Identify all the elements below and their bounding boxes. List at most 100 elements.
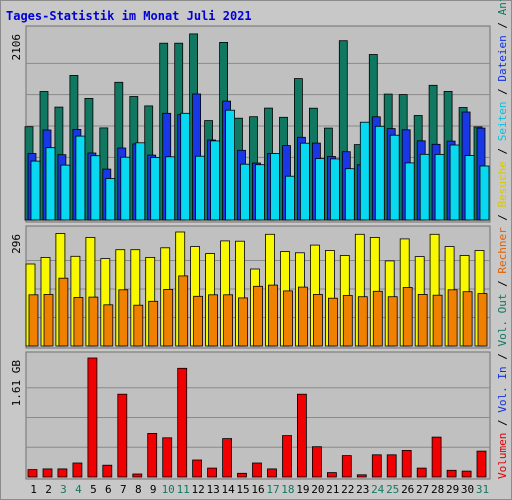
bar-rechner-day-30 (462, 291, 473, 347)
bar-volumen-day-4 (72, 462, 83, 478)
bar-volumen-day-27 (416, 467, 427, 478)
day-label-5: 5 (90, 483, 97, 496)
bar-volumen-day-9 (147, 432, 158, 478)
bar-rechner-day-14 (223, 294, 234, 347)
day-label-7: 7 (120, 483, 127, 496)
bar-rechner-day-10 (163, 288, 174, 347)
bar-volumen-day-22 (341, 455, 352, 478)
bar-seiten-day-6 (105, 178, 116, 221)
legend-separator: / (496, 347, 509, 367)
bar-rechner-day-23 (357, 296, 368, 347)
bar-seiten-day-17 (270, 153, 280, 221)
bar-volumen-day-26 (401, 449, 412, 478)
panel-background-bot (25, 351, 491, 480)
bar-volumen-day-14 (222, 438, 233, 478)
day-label-27: 27 (416, 483, 429, 496)
bar-seiten-day-16 (255, 164, 265, 221)
day-label-31: 31 (476, 483, 489, 496)
day-label-9: 9 (150, 483, 157, 496)
bar-seiten-day-5 (90, 155, 101, 221)
bar-rechner-day-9 (148, 300, 159, 347)
bar-seiten-day-8 (135, 142, 146, 221)
bar-seiten-day-26 (404, 162, 415, 221)
bar-volumen-day-8 (132, 473, 143, 478)
bar-rechner-day-2 (43, 293, 54, 347)
legend-item-anfragen: Anfragen (496, 0, 509, 15)
bar-volumen-day-1 (27, 469, 38, 478)
bar-volumen-day-21 (326, 472, 337, 478)
day-label-30: 30 (461, 483, 474, 496)
bar-rechner-day-15 (238, 297, 248, 347)
bar-volumen-day-13 (207, 467, 218, 478)
day-label-6: 6 (105, 483, 112, 496)
bar-rechner-day-16 (253, 285, 263, 347)
bar-seiten-day-23 (359, 121, 370, 221)
bar-rechner-day-29 (447, 289, 458, 347)
bar-volumen-day-23 (356, 474, 367, 478)
bar-seiten-day-10 (165, 156, 176, 221)
bar-rechner-day-11 (178, 275, 189, 347)
day-label-20: 20 (311, 483, 324, 496)
legend-separator: / (496, 274, 509, 294)
bar-seiten-day-12 (195, 155, 206, 221)
day-label-11: 11 (177, 483, 190, 496)
chart-panels: 2106 296 1.61 GB (10, 25, 491, 480)
legend-item-vol-in: Vol. In (496, 366, 509, 412)
bar-seiten-day-11 (180, 112, 191, 221)
bar-seiten-day-21 (329, 158, 340, 221)
legend-separator: / (496, 141, 509, 161)
day-label-1: 1 (30, 483, 37, 496)
bar-rechner-day-19 (297, 286, 308, 347)
day-label-26: 26 (401, 483, 414, 496)
bar-volumen-day-30 (461, 470, 472, 478)
bar-volumen-day-15 (237, 472, 247, 478)
day-label-22: 22 (341, 483, 354, 496)
legend-item-besuche: Besuche (496, 161, 509, 207)
legend-item-rechner: Rechner (496, 227, 509, 274)
right-legend: Volumen / Vol. In / Vol. Out / Rechner /… (496, 0, 509, 479)
day-label-18: 18 (281, 483, 294, 496)
bar-seiten-day-31 (479, 165, 490, 221)
bar-volumen-day-7 (117, 393, 128, 478)
day-label-29: 29 (446, 483, 459, 496)
day-label-8: 8 (135, 483, 142, 496)
chart-title: Tages-Statistik im Monat Juli 2021 (6, 9, 252, 23)
bar-rechner-day-17 (268, 284, 278, 347)
legend-item-seiten: Seiten (496, 101, 509, 141)
day-label-24: 24 (371, 483, 385, 496)
bar-volumen-day-29 (446, 469, 457, 478)
bar-volumen-day-31 (476, 450, 487, 478)
bar-seiten-day-19 (299, 142, 310, 221)
bar-rechner-day-27 (417, 293, 428, 347)
bar-seiten-day-3 (60, 164, 71, 221)
bar-volumen-day-12 (192, 459, 203, 478)
y-max-label-top: 2106 (10, 34, 23, 61)
day-label-4: 4 (75, 483, 82, 496)
day-label-14: 14 (221, 483, 235, 496)
bar-seiten-day-4 (75, 135, 86, 221)
bar-rechner-day-18 (283, 290, 293, 347)
bar-seiten-day-9 (150, 157, 161, 221)
bar-volumen-day-24 (371, 454, 382, 478)
bar-seiten-day-28 (434, 153, 445, 221)
bar-volumen-day-17 (267, 468, 277, 478)
bar-seiten-day-1 (30, 160, 41, 221)
bar-seiten-day-20 (314, 158, 325, 221)
bar-rechner-day-31 (477, 293, 488, 347)
y-max-label-mid: 296 (10, 234, 23, 254)
bar-seiten-day-30 (464, 155, 475, 221)
day-label-3: 3 (60, 483, 67, 496)
bar-seiten-day-25 (389, 134, 400, 221)
day-label-19: 19 (296, 483, 309, 496)
bar-volumen-day-3 (57, 468, 68, 478)
bar-volumen-day-19 (296, 393, 307, 478)
bar-seiten-day-2 (45, 147, 56, 221)
bar-rechner-day-6 (103, 304, 114, 347)
legend-text: Volumen / Vol. In / Vol. Out / Rechner /… (496, 0, 509, 479)
day-label-2: 2 (45, 483, 52, 496)
bar-volumen-day-5 (87, 357, 98, 478)
bar-rechner-day-1 (28, 294, 39, 347)
bar-rechner-day-4 (73, 297, 84, 347)
bar-volumen-day-25 (386, 454, 397, 478)
